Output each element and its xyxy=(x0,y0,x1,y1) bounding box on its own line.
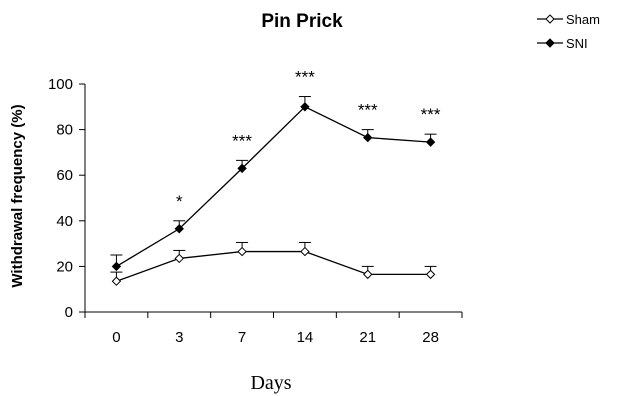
sni-point-2 xyxy=(237,163,247,174)
x-tick-label-3: 14 xyxy=(297,329,314,346)
y-tick-label-1: 20 xyxy=(56,258,73,275)
sni-series-line xyxy=(116,106,431,267)
sni-point-0 xyxy=(111,261,122,272)
legend: Sham SNI xyxy=(537,12,600,51)
x-tick-label-4: 21 xyxy=(359,329,376,346)
sham-point-3 xyxy=(300,246,310,257)
y-tick-label-2: 40 xyxy=(56,213,73,230)
x-tick-label-2: 7 xyxy=(238,329,246,346)
sham-point-5 xyxy=(425,269,436,280)
legend-sni-marker xyxy=(545,38,555,48)
significance-label-1: * xyxy=(176,192,183,211)
y-tick-label-3: 60 xyxy=(56,167,73,184)
y-tick-label-0: 0 xyxy=(65,304,73,321)
sni-point-5 xyxy=(425,137,436,147)
legend-sham-marker xyxy=(545,14,555,24)
sham-point-1 xyxy=(174,253,184,264)
sham-point-4 xyxy=(363,269,373,280)
legend-sham-label: Sham xyxy=(566,12,600,27)
sni-point-4 xyxy=(363,132,373,143)
significance-label-5: *** xyxy=(421,105,441,124)
x-axis-label: Days xyxy=(250,372,291,394)
y-tick-label-5: 100 xyxy=(48,76,73,93)
x-tick-label-0: 0 xyxy=(112,329,120,346)
significance-label-4: *** xyxy=(358,101,378,120)
legend-sni-label: SNI xyxy=(566,36,588,51)
y-tick-label-4: 80 xyxy=(56,122,73,139)
x-tick-label-1: 3 xyxy=(175,329,183,346)
chart-title: Pin Prick xyxy=(261,11,343,32)
sham-point-2 xyxy=(237,246,247,257)
significance-label-3: *** xyxy=(295,68,315,87)
sham-series-line xyxy=(116,250,431,282)
sham-point-0 xyxy=(111,276,122,286)
y-axis-label: Withdrawal frequency (%) xyxy=(9,104,26,287)
sni-point-3 xyxy=(300,102,310,112)
x-tick-label-5: 28 xyxy=(422,329,439,346)
sni-point-1 xyxy=(174,224,184,234)
significance-label-2: *** xyxy=(232,131,252,150)
